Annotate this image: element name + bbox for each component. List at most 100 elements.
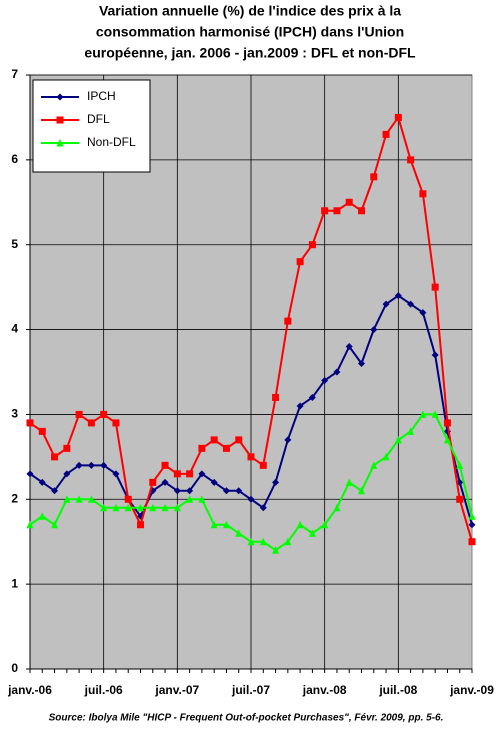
marker (321, 520, 329, 529)
y-tick-label: 2 (11, 491, 18, 505)
x-tick-label: janv.-08 (302, 683, 347, 697)
marker (63, 470, 71, 478)
marker (333, 503, 341, 512)
marker (370, 326, 378, 334)
marker (321, 207, 329, 215)
marker (443, 435, 451, 444)
marker (272, 478, 280, 486)
marker (468, 538, 476, 546)
marker (407, 156, 415, 164)
marker (443, 419, 451, 427)
marker (137, 521, 144, 529)
marker (345, 343, 353, 351)
marker (186, 470, 194, 478)
legend-label: IPCH (87, 89, 116, 103)
marker (210, 478, 218, 486)
y-tick-label: 1 (11, 576, 18, 590)
marker (333, 368, 341, 376)
x-tick-label: juil.-07 (231, 683, 270, 697)
marker (235, 529, 243, 537)
y-tick-label: 0 (11, 661, 18, 675)
y-tick-label: 4 (11, 322, 18, 336)
marker (370, 461, 378, 469)
marker (198, 470, 206, 478)
marker (161, 478, 169, 486)
marker (87, 495, 95, 503)
marker (173, 487, 181, 495)
marker (222, 444, 230, 452)
marker (358, 360, 365, 368)
marker (382, 130, 390, 138)
legend-label: Non-DFL (87, 135, 136, 149)
y-tick-label: 7 (11, 67, 18, 81)
marker (345, 198, 353, 206)
marker (198, 444, 206, 452)
marker (56, 93, 64, 101)
marker (247, 495, 255, 503)
legend-box (32, 79, 151, 173)
marker (247, 537, 255, 546)
marker (358, 207, 365, 215)
marker (456, 495, 464, 503)
marker (247, 453, 255, 461)
marker (51, 520, 59, 529)
x-tick-label: janv.-07 (154, 683, 199, 697)
marker (63, 495, 71, 503)
marker (272, 393, 280, 401)
marker (56, 139, 64, 147)
marker (284, 436, 292, 444)
marker (272, 546, 280, 554)
marker (38, 427, 46, 435)
x-tick-label: juil.-08 (378, 683, 417, 697)
marker (296, 520, 304, 529)
marker (51, 453, 59, 461)
marker (382, 452, 390, 461)
marker (394, 435, 402, 444)
marker (124, 495, 132, 503)
marker (100, 461, 108, 469)
marker (296, 258, 304, 266)
marker (284, 537, 292, 546)
marker (222, 487, 230, 495)
marker (382, 300, 390, 308)
marker (137, 503, 144, 512)
marker (87, 461, 95, 469)
marker (394, 292, 402, 300)
marker (38, 478, 46, 486)
marker (210, 520, 218, 529)
marker (431, 410, 439, 418)
marker (63, 444, 71, 452)
marker (112, 470, 120, 478)
marker (419, 410, 427, 418)
marker (173, 470, 181, 478)
marker (407, 427, 415, 435)
marker (456, 461, 464, 469)
marker (321, 376, 329, 384)
marker (100, 503, 108, 512)
marker (419, 309, 427, 317)
marker (173, 503, 181, 512)
marker (161, 503, 169, 512)
marker (284, 317, 292, 325)
marker (296, 402, 304, 410)
marker (259, 504, 267, 512)
source-note: Source: Ibolya Mile "HICP - Frequent Out… (49, 713, 444, 724)
marker (308, 529, 316, 537)
marker (345, 478, 353, 486)
marker (407, 300, 415, 308)
marker (358, 486, 365, 495)
marker (431, 283, 439, 291)
x-tick-label: juil.-06 (84, 683, 123, 697)
marker (75, 495, 83, 503)
marker (56, 116, 64, 124)
marker (308, 393, 316, 401)
marker (210, 436, 218, 444)
y-tick-label: 6 (11, 152, 18, 166)
marker (87, 419, 95, 427)
marker (394, 113, 402, 121)
marker (259, 461, 267, 469)
x-tick-label: janv.-06 (7, 683, 52, 697)
marker (26, 520, 34, 529)
marker (370, 173, 378, 181)
marker (124, 503, 132, 512)
